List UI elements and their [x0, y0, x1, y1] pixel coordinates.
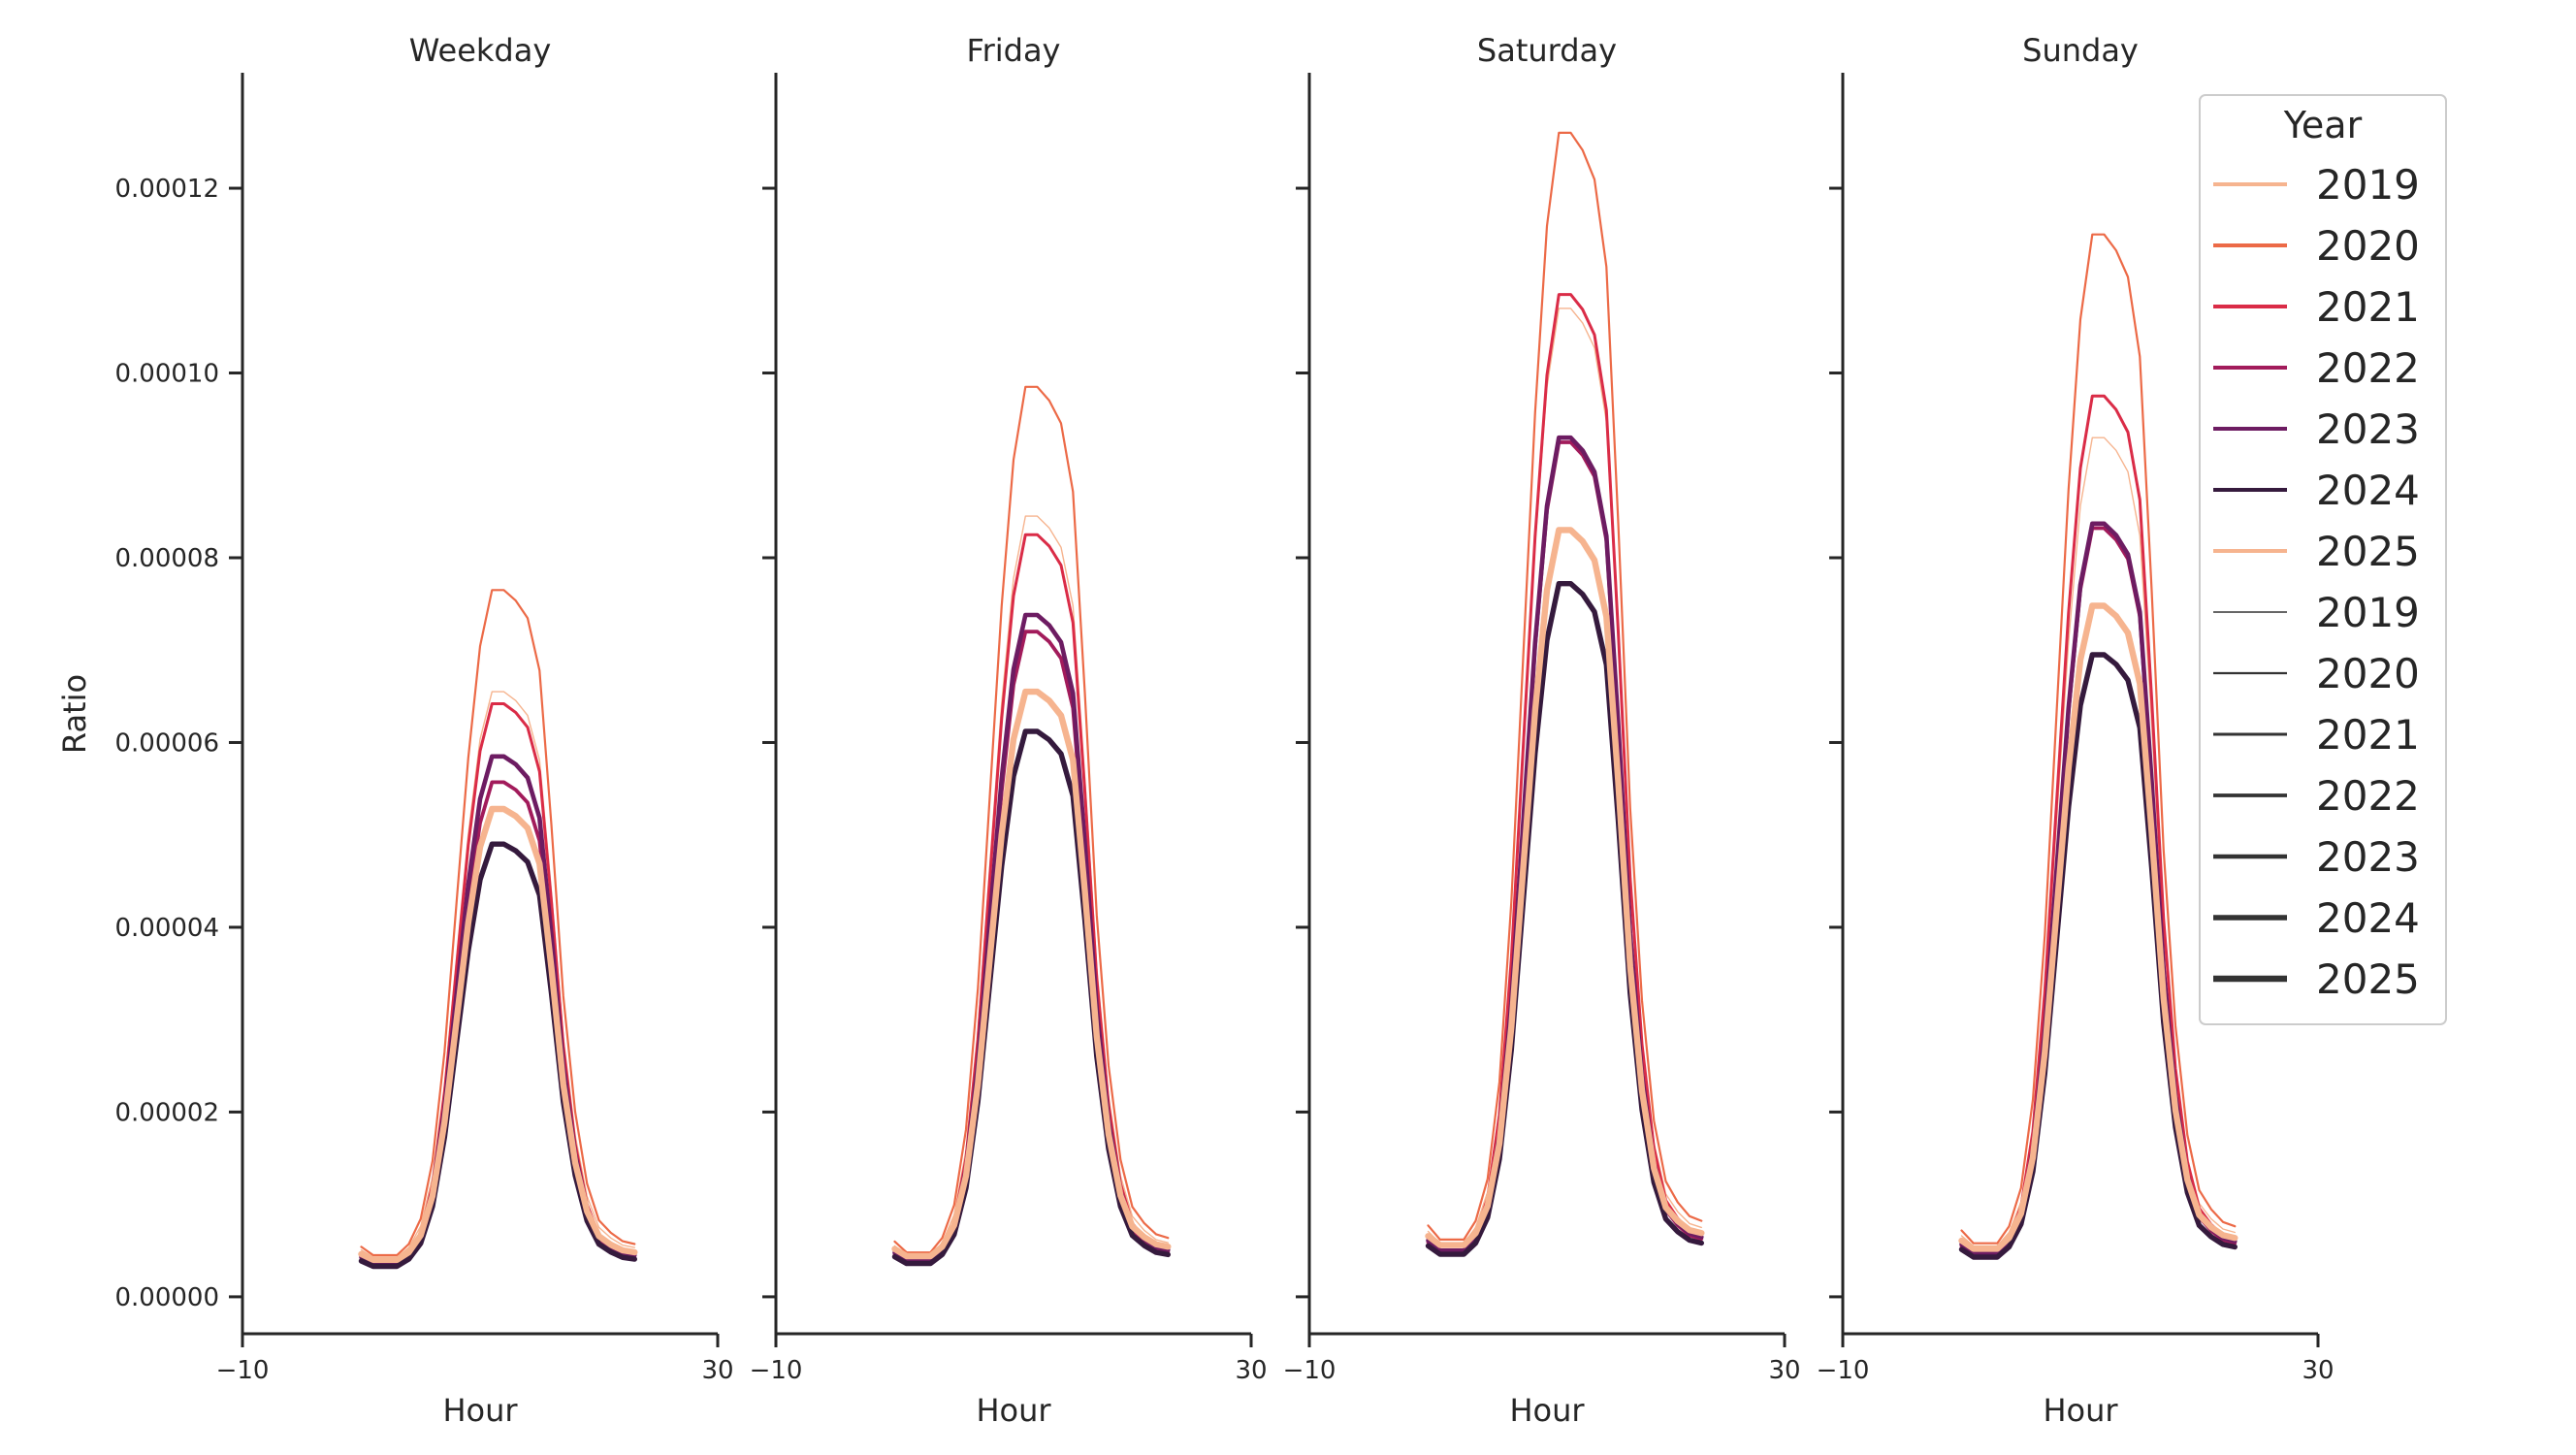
series-line-2023	[1959, 521, 2238, 1256]
x-axis-label: Hour	[976, 1392, 1051, 1429]
x-tick-label: −10	[1283, 1356, 1336, 1385]
series-line-2021	[360, 702, 636, 1267]
series-line-2025	[358, 805, 638, 1264]
legend-item-2024: 2024	[2213, 467, 2420, 514]
y-tick-label: 0.00000	[114, 1283, 219, 1312]
x-tick-label: 30	[1768, 1356, 1800, 1385]
legend-item-2025: 2025	[2213, 528, 2420, 575]
legend-item-2021: 2021	[2213, 283, 2420, 331]
y-tick-label: 0.00002	[114, 1098, 219, 1127]
panel-title: Weekday	[409, 32, 552, 69]
series-line-2020	[1427, 131, 1703, 1242]
panels: Weekday 0.00000 0.00002 0.00004 0.00006 0.000…	[114, 32, 2334, 1429]
panel-sunday: Sunday −10 30 Hour	[1817, 32, 2334, 1429]
legend-label: 2022	[2316, 772, 2420, 820]
legend-label: 2019	[2316, 161, 2420, 209]
legend-size-item-2019: 2019	[2213, 589, 2420, 636]
legend-item-2022: 2022	[2213, 344, 2420, 392]
legend-label: 2020	[2316, 650, 2420, 697]
series-line-2024	[358, 841, 637, 1270]
legend-label: 2021	[2316, 283, 2420, 331]
series-line-2022	[892, 630, 1171, 1265]
y-axis-label: Ratio	[56, 674, 93, 754]
series-line-2024	[1425, 581, 1705, 1257]
legend-size-item-2021: 2021	[2213, 711, 2420, 759]
x-axis-label: Hour	[442, 1392, 518, 1429]
x-tick-label: −10	[750, 1356, 803, 1385]
y-tick-label: 0.00008	[114, 544, 219, 573]
series-line-2024	[1958, 652, 2238, 1260]
legend-item-2023: 2023	[2213, 405, 2420, 453]
x-tick-label: 30	[1235, 1356, 1267, 1385]
y-tick-label: 0.00006	[114, 728, 219, 758]
legend-label: 2024	[2316, 894, 2420, 942]
panel-weekday: Weekday 0.00000 0.00002 0.00004 0.00006 0.000…	[114, 32, 733, 1429]
legend-label: 2025	[2316, 528, 2420, 575]
series-line-2025	[891, 688, 1172, 1260]
x-axis-label: Hour	[1509, 1392, 1585, 1429]
legend-label: 2021	[2316, 711, 2420, 759]
legend-item-2019: 2019	[2213, 161, 2420, 209]
series-line-2023	[892, 612, 1171, 1264]
legend-label: 2020	[2316, 222, 2420, 270]
series-line-2019	[893, 515, 1170, 1256]
legend-size-item-2023: 2023	[2213, 833, 2420, 881]
y-tick-label: 0.00004	[114, 914, 219, 943]
series-line-2019	[1960, 436, 2237, 1247]
series-line-2022	[1426, 440, 1704, 1255]
panel-title: Saturday	[1477, 32, 1617, 69]
x-tick-label: −10	[216, 1356, 270, 1385]
panel-friday: Friday −10 30 Hour	[750, 32, 1268, 1429]
legend-items: 2019 2020 2021 2022 2023 2024 2025 2019 2020 2021…	[2213, 161, 2420, 1003]
y-tick-label: 0.00010	[114, 360, 219, 389]
series-line-2022	[359, 780, 637, 1268]
series-line-2024	[891, 728, 1172, 1267]
series-line-2019	[360, 691, 635, 1258]
series-line-2025	[1958, 602, 2238, 1252]
series-line-2023	[1426, 435, 1704, 1253]
panel-title: Friday	[967, 32, 1061, 69]
series-line-2021	[893, 533, 1170, 1264]
series-line-2020	[360, 589, 636, 1257]
legend-size-item-2024: 2024	[2213, 894, 2420, 942]
legend-item-2020: 2020	[2213, 222, 2420, 270]
legend: Year 2019 2020 2021 2022 2023 2024 2025 2019 202…	[2199, 94, 2447, 1025]
legend-label: 2023	[2316, 833, 2420, 881]
legend-size-item-2020: 2020	[2213, 650, 2420, 697]
legend-size-item-2025: 2025	[2213, 955, 2420, 1003]
y-tick-label: 0.00012	[114, 175, 219, 204]
panel-title: Sunday	[2022, 32, 2139, 69]
series-line-2023	[359, 754, 637, 1266]
legend-label: 2019	[2316, 589, 2420, 636]
series-line-2019	[1427, 307, 1703, 1245]
legend-label: 2022	[2316, 344, 2420, 392]
series-line-2022	[1959, 526, 2238, 1257]
series-line-2020	[1960, 233, 2237, 1245]
series-line-2020	[893, 385, 1170, 1254]
x-tick-label: −10	[1817, 1356, 1870, 1385]
panel-saturday: Saturday −10 30 Hour	[1283, 32, 1801, 1429]
series-line-2025	[1425, 527, 1705, 1248]
x-tick-label: 30	[2302, 1356, 2334, 1385]
x-tick-label: 30	[701, 1356, 733, 1385]
legend-title: Year	[2283, 104, 2363, 146]
legend-frame	[2199, 94, 2447, 1025]
legend-label: 2024	[2316, 467, 2420, 514]
legend-size-item-2022: 2022	[2213, 772, 2420, 820]
legend-label: 2023	[2316, 405, 2420, 453]
legend-label: 2025	[2316, 955, 2420, 1003]
x-axis-label: Hour	[2043, 1392, 2118, 1429]
